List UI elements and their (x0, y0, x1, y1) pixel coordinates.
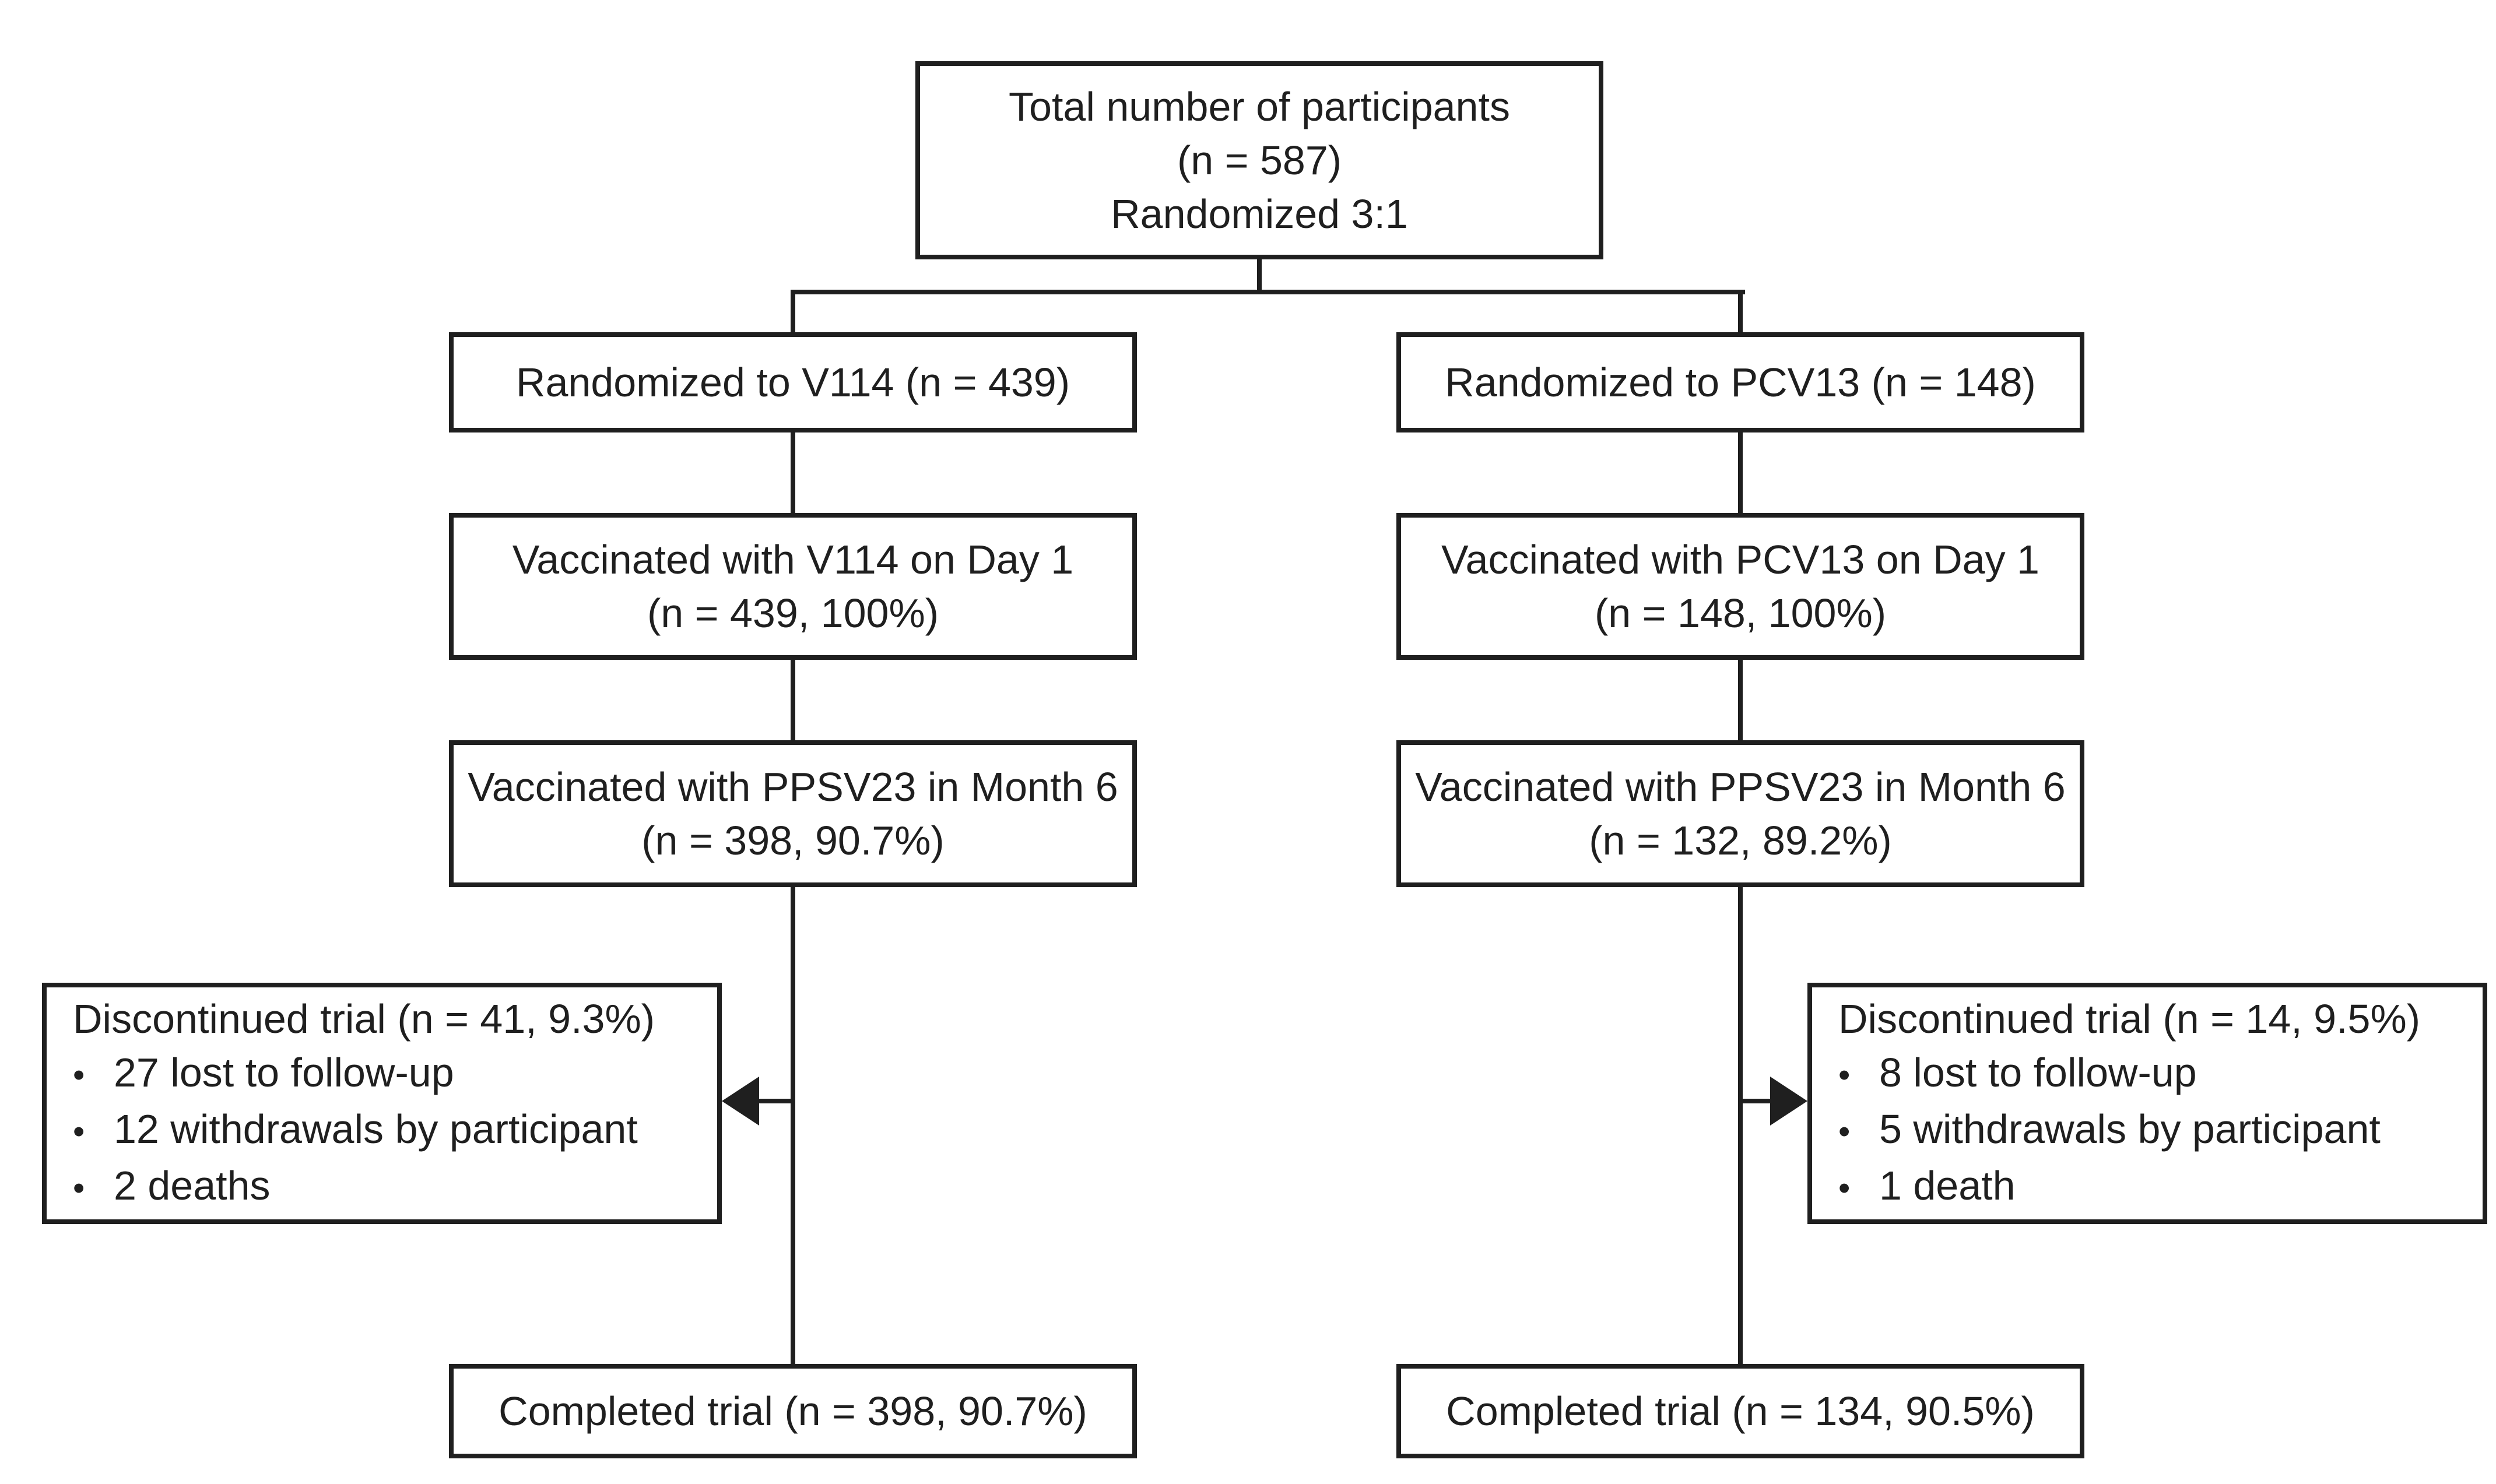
pcv13-vaccinated-ppsv23-line1: Vaccinated with PPSV23 in Month 6 (1415, 764, 2066, 810)
pcv13-discontinued-item-text: 5 withdrawals by participant (1879, 1106, 2381, 1152)
v114-completed-label: Completed trial (n = 398, 90.7%) (499, 1388, 1087, 1434)
connector-v114-discontinued-shaft (756, 1099, 793, 1103)
connector-split-bar (791, 290, 1745, 294)
v114-vaccinated-ppsv23-box: Vaccinated with PPSV23 in Month 6 (n = 3… (449, 740, 1137, 887)
pcv13-randomized-box: Randomized to PCV13 (n = 148) (1396, 332, 2084, 432)
connector-top-stem (1257, 259, 1262, 294)
v114-randomized-box: Randomized to V114 (n = 439) (449, 332, 1137, 432)
pcv13-vaccinated-ppsv23-line2: (n = 132, 89.2%) (1589, 818, 1892, 863)
pcv13-discontinued-item-text: 8 lost to follow-up (1879, 1049, 2197, 1095)
pcv13-discontinued-item: • 1 death (1838, 1159, 2016, 1215)
connector-pcv13-discontinued-shaft (1740, 1099, 1775, 1103)
bullet-icon: • (73, 1112, 85, 1151)
pcv13-discontinued-item: • 5 withdrawals by participant (1838, 1102, 2381, 1159)
v114-discontinued-title: Discontinued trial (n = 41, 9.3%) (73, 996, 655, 1042)
connector-split-to-v114 (791, 290, 795, 337)
pcv13-vaccinated-ppsv23-box: Vaccinated with PPSV23 in Month 6 (n = 1… (1396, 740, 2084, 887)
v114-vaccinated-ppsv23-line1: Vaccinated with PPSV23 in Month 6 (468, 764, 1118, 810)
v114-discontinued-item-text: 27 lost to follow-up (114, 1049, 454, 1095)
bullet-icon: • (73, 1169, 85, 1207)
v114-vaccinated-ppsv23-line2: (n = 398, 90.7%) (641, 818, 945, 863)
pcv13-completed-box: Completed trial (n = 134, 90.5%) (1396, 1364, 2084, 1458)
total-participants-line1: Total number of participants (1009, 84, 1510, 129)
v114-discontinued-box: Discontinued trial (n = 41, 9.3%) • 27 l… (42, 983, 722, 1224)
pcv13-discontinued-item-text: 1 death (1879, 1162, 2016, 1208)
pcv13-discontinued-item: • 8 lost to follow-up (1838, 1046, 2197, 1102)
connector-pcv13-ppsv23-to-completed (1738, 885, 1743, 1369)
pcv13-discontinued-title: Discontinued trial (n = 14, 9.5%) (1838, 996, 2421, 1042)
v114-completed-box: Completed trial (n = 398, 90.7%) (449, 1364, 1137, 1458)
connector-split-to-pcv13 (1738, 290, 1743, 337)
arrowhead-right-icon (1770, 1077, 1807, 1126)
v114-discontinued-item-text: 2 deaths (114, 1162, 271, 1208)
v114-randomized-label: Randomized to V114 (n = 439) (515, 360, 1070, 405)
v114-vaccinated-day1-line2: (n = 439, 100%) (647, 590, 939, 636)
bullet-icon: • (1838, 1112, 1851, 1151)
v114-discontinued-item: • 12 withdrawals by participant (73, 1102, 638, 1159)
pcv13-vaccinated-day1-box: Vaccinated with PCV13 on Day 1 (n = 148,… (1396, 513, 2084, 660)
connector-v114-randomized-to-day1 (791, 430, 795, 518)
bullet-icon: • (73, 1056, 85, 1094)
total-participants-line2: (n = 587) (1177, 138, 1342, 183)
pcv13-completed-label: Completed trial (n = 134, 90.5%) (1446, 1388, 2035, 1434)
connector-pcv13-day1-to-ppsv23 (1738, 657, 1743, 745)
connector-v114-day1-to-ppsv23 (791, 657, 795, 745)
v114-discontinued-item: • 2 deaths (73, 1159, 271, 1215)
bullet-icon: • (1838, 1169, 1851, 1207)
arrowhead-left-icon (722, 1077, 759, 1126)
pcv13-vaccinated-day1-line2: (n = 148, 100%) (1594, 590, 1887, 636)
pcv13-vaccinated-day1-line1: Vaccinated with PCV13 on Day 1 (1441, 537, 2039, 582)
total-participants-box: Total number of participants (n = 587) R… (915, 61, 1603, 259)
v114-vaccinated-day1-box: Vaccinated with V114 on Day 1 (n = 439, … (449, 513, 1137, 660)
pcv13-discontinued-box: Discontinued trial (n = 14, 9.5%) • 8 lo… (1807, 983, 2487, 1224)
bullet-icon: • (1838, 1056, 1851, 1094)
v114-discontinued-item-text: 12 withdrawals by participant (114, 1106, 638, 1152)
total-participants-line3: Randomized 3:1 (1111, 191, 1408, 237)
v114-discontinued-item: • 27 lost to follow-up (73, 1046, 454, 1102)
pcv13-randomized-label: Randomized to PCV13 (n = 148) (1445, 360, 2036, 405)
v114-vaccinated-day1-line1: Vaccinated with V114 on Day 1 (512, 537, 1074, 582)
connector-pcv13-randomized-to-day1 (1738, 430, 1743, 518)
connector-v114-ppsv23-to-completed (791, 885, 795, 1369)
